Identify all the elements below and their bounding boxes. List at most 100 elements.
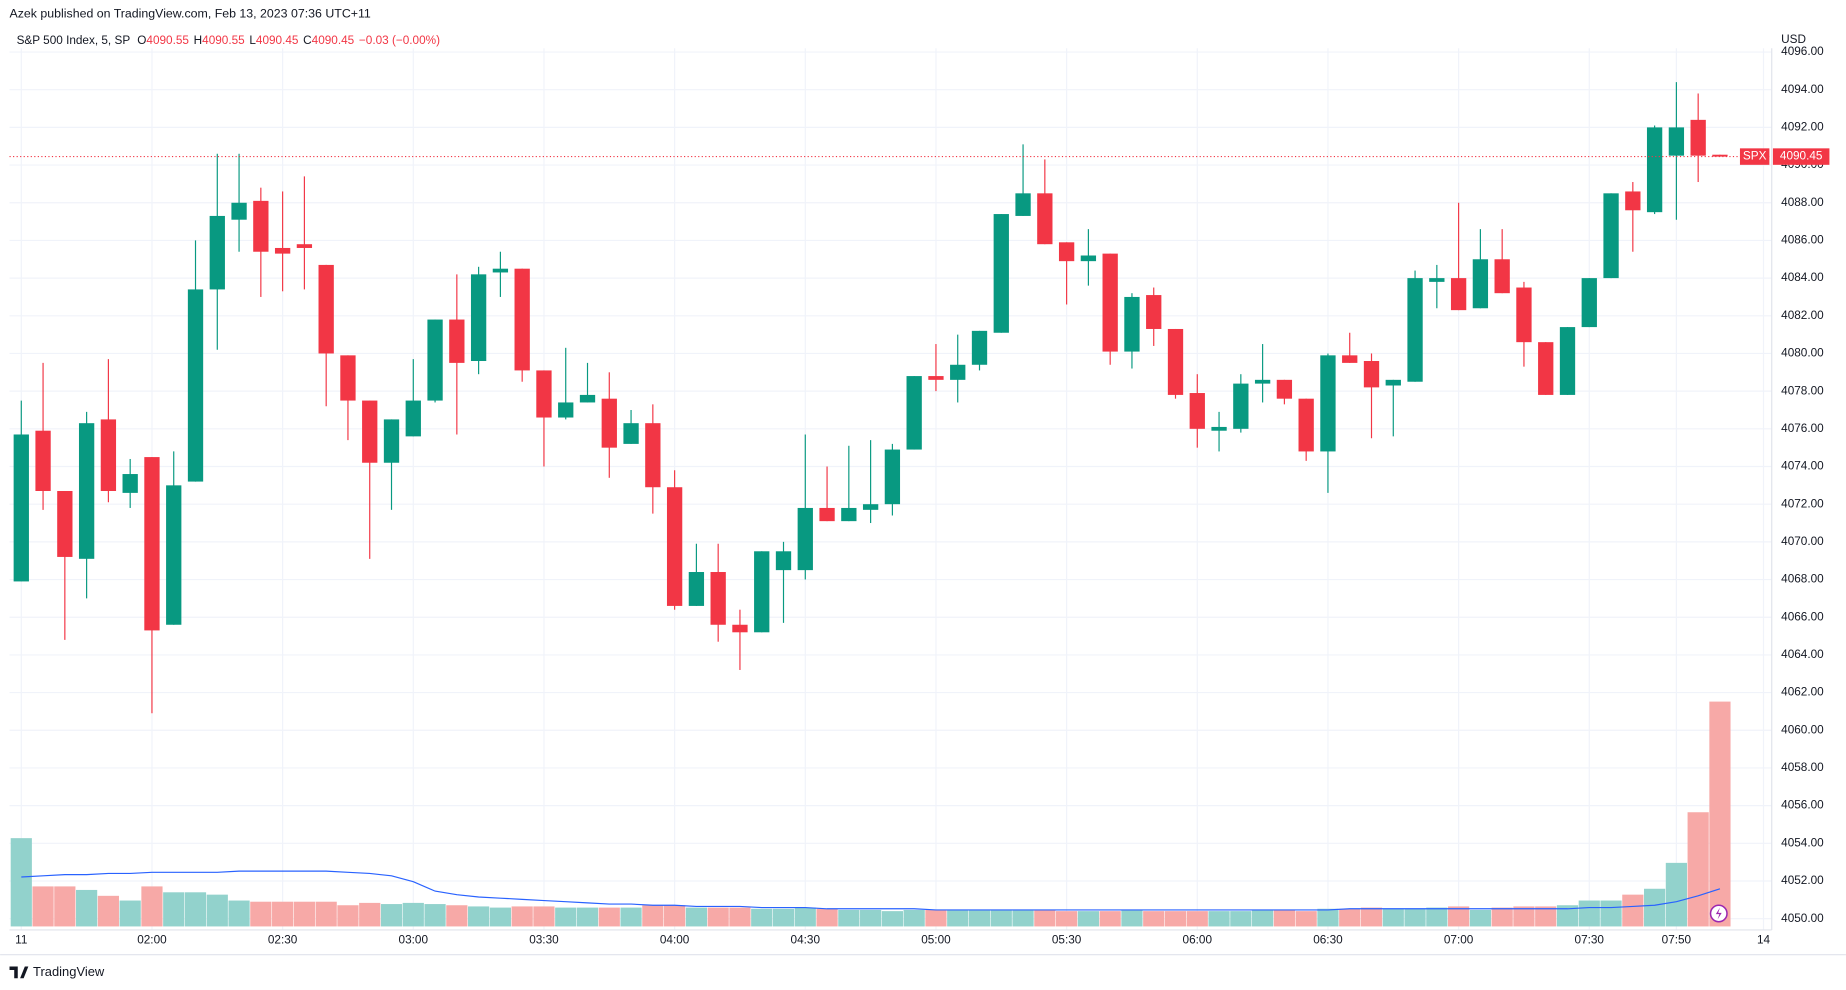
candle-body xyxy=(1080,255,1097,262)
y-tick-label: 4064.00 xyxy=(1781,648,1824,661)
volume-bar xyxy=(511,906,533,927)
volume-bar xyxy=(860,909,882,927)
candle-body xyxy=(1058,242,1075,262)
candle-body xyxy=(13,434,29,582)
candle-body xyxy=(144,457,160,631)
candle-body xyxy=(732,624,748,633)
candle-body xyxy=(35,430,51,491)
candle-body xyxy=(1167,328,1184,395)
candle-body xyxy=(862,504,879,510)
candle-body xyxy=(1646,127,1663,213)
volume-bar xyxy=(1056,911,1078,927)
x-tick-label: 04:30 xyxy=(791,934,821,947)
candle-body xyxy=(166,485,182,625)
candle-body xyxy=(1211,426,1227,431)
overlay: 4050.00 4052.00 4054.00 4056.00 4058.00 4060.… xyxy=(9,45,1830,947)
candle-body xyxy=(470,274,487,362)
candle-body xyxy=(1581,278,1597,328)
legend-key: H xyxy=(194,34,202,47)
candle-body xyxy=(1494,259,1510,294)
volume-pane xyxy=(10,701,1731,927)
candle-body xyxy=(340,355,356,401)
candle-body xyxy=(1429,278,1445,282)
footer-brand: TradingView xyxy=(33,964,105,979)
volume-bar xyxy=(1426,907,1448,927)
candle-body xyxy=(296,244,313,248)
x-tick-label: 04:00 xyxy=(660,934,690,947)
candle-body xyxy=(558,402,574,418)
candle-body xyxy=(362,400,378,463)
volume-bar xyxy=(925,909,947,927)
y-tick-label: 4078.00 xyxy=(1781,384,1824,397)
volume-bar xyxy=(1600,900,1622,927)
legend-key: C xyxy=(303,34,312,47)
y-tick-label: 4096.00 xyxy=(1781,45,1824,58)
candle-body xyxy=(775,551,792,571)
volume-bar xyxy=(380,904,403,927)
volume-bar xyxy=(32,886,54,927)
x-tick-label: 06:00 xyxy=(1183,934,1213,947)
candle-body xyxy=(1298,398,1314,452)
candle-body xyxy=(492,268,509,273)
volume-bar xyxy=(1622,894,1644,927)
volume-bar xyxy=(794,907,816,927)
volume-bar xyxy=(1295,911,1317,927)
volume-bar xyxy=(184,892,207,927)
candle-body xyxy=(78,423,95,559)
volume-bar xyxy=(664,905,686,927)
volume-bar xyxy=(1339,908,1361,927)
candle-body xyxy=(405,400,421,437)
candle-body xyxy=(819,507,835,522)
volume-bar xyxy=(1164,911,1187,927)
volume-bar xyxy=(1077,911,1099,927)
candle-body xyxy=(1015,193,1031,216)
candle-body xyxy=(1363,361,1380,388)
candle-body xyxy=(1668,127,1685,156)
y-tick-label: 4054.00 xyxy=(1781,836,1824,849)
y-tick-label: 4084.00 xyxy=(1781,271,1824,284)
candle-body xyxy=(449,319,465,363)
candle-body xyxy=(666,487,683,606)
candle-body xyxy=(1603,193,1619,279)
candle-body xyxy=(754,551,770,633)
x-tick-label: 07:50 xyxy=(1662,934,1692,947)
currency: USD xyxy=(1781,33,1806,46)
volume-bar xyxy=(468,906,490,927)
volume-bar xyxy=(337,905,359,927)
candle-body xyxy=(579,394,596,403)
candle-body xyxy=(1254,379,1271,384)
candle-body xyxy=(645,423,661,488)
x-tick-label: 03:30 xyxy=(529,934,559,947)
volume-bar xyxy=(1208,911,1230,927)
x-tick-label: 06:30 xyxy=(1313,934,1343,947)
candle-body xyxy=(1472,259,1489,309)
y-tick-label: 4050.00 xyxy=(1781,912,1824,925)
volume-bar xyxy=(729,907,751,927)
candle-body xyxy=(1189,393,1205,429)
y-tick-label: 4092.00 xyxy=(1781,121,1824,134)
legend-value: 4090.45 xyxy=(312,34,355,47)
volume-bar xyxy=(620,907,642,927)
y-tick-label: 4082.00 xyxy=(1781,309,1824,322)
candle-body xyxy=(1320,355,1336,452)
volume-bar xyxy=(968,909,991,927)
y-tick-label: 4072.00 xyxy=(1781,497,1824,510)
candle-body xyxy=(274,247,291,254)
candle-body xyxy=(1450,278,1467,311)
price-tag: 4090.45 xyxy=(1780,150,1823,163)
volume-bar xyxy=(555,907,577,927)
y-tick-label: 4070.00 xyxy=(1781,535,1824,548)
volume-bar xyxy=(228,900,250,927)
candle-body xyxy=(100,419,117,491)
volume-bar xyxy=(359,902,381,927)
candle-body xyxy=(1538,342,1554,395)
volume-bar xyxy=(1186,911,1208,927)
volume-bar xyxy=(1382,908,1404,927)
volume-bar xyxy=(1644,888,1666,927)
y-tick-label: 4062.00 xyxy=(1781,686,1824,699)
volume-bar xyxy=(947,909,969,927)
y-tick-label: 4080.00 xyxy=(1781,347,1824,360)
volume-bar xyxy=(1230,911,1252,927)
